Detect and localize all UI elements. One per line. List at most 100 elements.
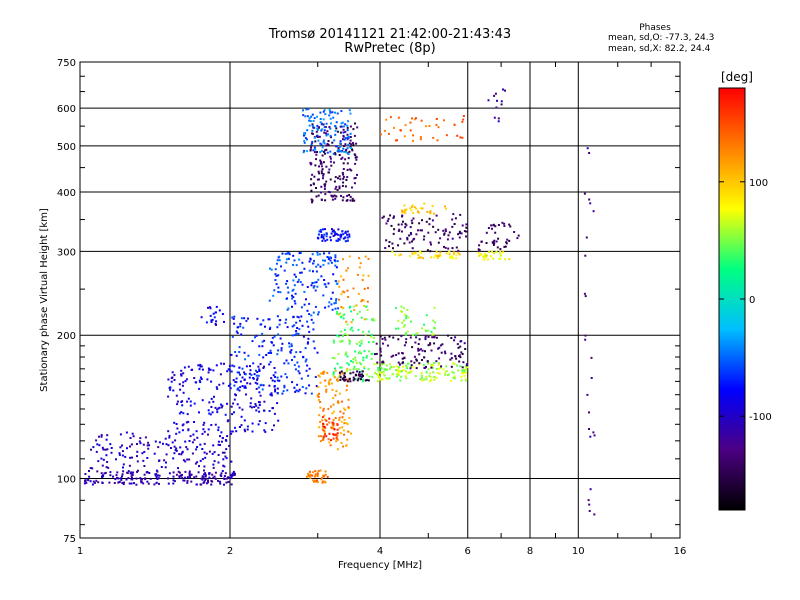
data-point	[278, 379, 281, 382]
data-point	[366, 300, 369, 303]
data-point	[330, 194, 333, 197]
data-point	[225, 457, 228, 460]
data-point	[239, 380, 242, 383]
data-point	[323, 126, 326, 129]
data-point	[395, 354, 398, 356]
data-point	[388, 132, 390, 135]
data-point	[324, 427, 327, 430]
data-point	[157, 446, 160, 449]
data-point	[361, 375, 364, 378]
data-point	[349, 340, 351, 343]
data-point	[334, 187, 337, 190]
data-point	[430, 364, 433, 367]
data-point	[382, 370, 385, 373]
data-point	[319, 253, 321, 256]
y-tick-label: 500	[57, 142, 76, 153]
data-point	[415, 359, 418, 362]
data-point	[203, 473, 205, 476]
data-point	[284, 321, 287, 324]
data-point	[251, 340, 254, 343]
data-point	[173, 379, 176, 381]
data-point	[466, 366, 469, 369]
data-point	[312, 149, 315, 152]
data-point	[339, 379, 342, 381]
data-point	[343, 150, 346, 153]
data-point	[345, 179, 348, 181]
data-point	[411, 204, 414, 207]
data-point	[516, 237, 519, 240]
data-point	[213, 451, 216, 454]
data-point	[435, 368, 438, 370]
data-point	[420, 374, 423, 377]
data-point	[427, 231, 430, 234]
data-point	[319, 121, 322, 124]
data-point	[314, 164, 317, 167]
data-point	[499, 252, 502, 255]
data-point	[342, 162, 345, 165]
data-point	[144, 436, 147, 439]
data-point	[377, 373, 380, 376]
data-point	[501, 221, 504, 224]
data-point	[268, 352, 271, 354]
data-point	[361, 370, 364, 373]
data-point	[342, 177, 345, 180]
data-point	[434, 254, 437, 257]
data-point	[196, 461, 199, 464]
data-point	[381, 363, 383, 366]
data-point	[211, 473, 214, 476]
data-point	[584, 338, 587, 341]
data-point	[298, 252, 301, 255]
data-point	[204, 456, 207, 459]
data-point	[430, 376, 433, 379]
data-point	[331, 198, 334, 201]
data-point	[335, 390, 338, 393]
data-point	[324, 113, 327, 116]
data-point	[329, 378, 332, 381]
data-point	[181, 451, 184, 454]
data-point	[583, 192, 586, 195]
data-point	[360, 378, 362, 381]
data-point	[462, 372, 465, 375]
data-point	[409, 320, 412, 323]
data-point	[227, 368, 230, 371]
data-point	[427, 335, 430, 338]
data-point	[230, 475, 233, 478]
data-point	[295, 330, 298, 333]
data-point	[354, 154, 357, 157]
data-point	[412, 334, 414, 336]
data-point	[338, 175, 341, 178]
data-point	[345, 320, 348, 323]
data-point	[311, 132, 313, 135]
data-point	[308, 330, 311, 333]
data-point	[231, 335, 234, 338]
data-point	[356, 312, 359, 315]
data-point	[400, 223, 403, 226]
data-point	[301, 261, 304, 264]
data-point	[395, 369, 398, 372]
data-point	[321, 154, 324, 157]
data-point	[382, 342, 384, 345]
data-point	[345, 369, 348, 372]
data-point	[341, 290, 344, 293]
data-point	[324, 193, 327, 196]
data-point	[269, 393, 272, 396]
data-point	[295, 389, 298, 392]
data-point	[327, 282, 330, 285]
data-point	[206, 378, 209, 381]
x-tick-label: 16	[674, 546, 687, 557]
data-point	[321, 476, 324, 479]
data-point	[376, 361, 379, 364]
data-point	[408, 241, 411, 244]
data-point	[401, 352, 404, 354]
data-point	[346, 138, 349, 141]
data-point	[383, 336, 386, 339]
data-point	[397, 374, 400, 376]
data-point	[439, 237, 442, 240]
data-point	[343, 433, 346, 436]
data-point	[414, 341, 417, 344]
data-point	[129, 472, 132, 475]
data-point	[115, 458, 117, 461]
data-point	[338, 187, 341, 190]
data-point	[352, 371, 355, 374]
